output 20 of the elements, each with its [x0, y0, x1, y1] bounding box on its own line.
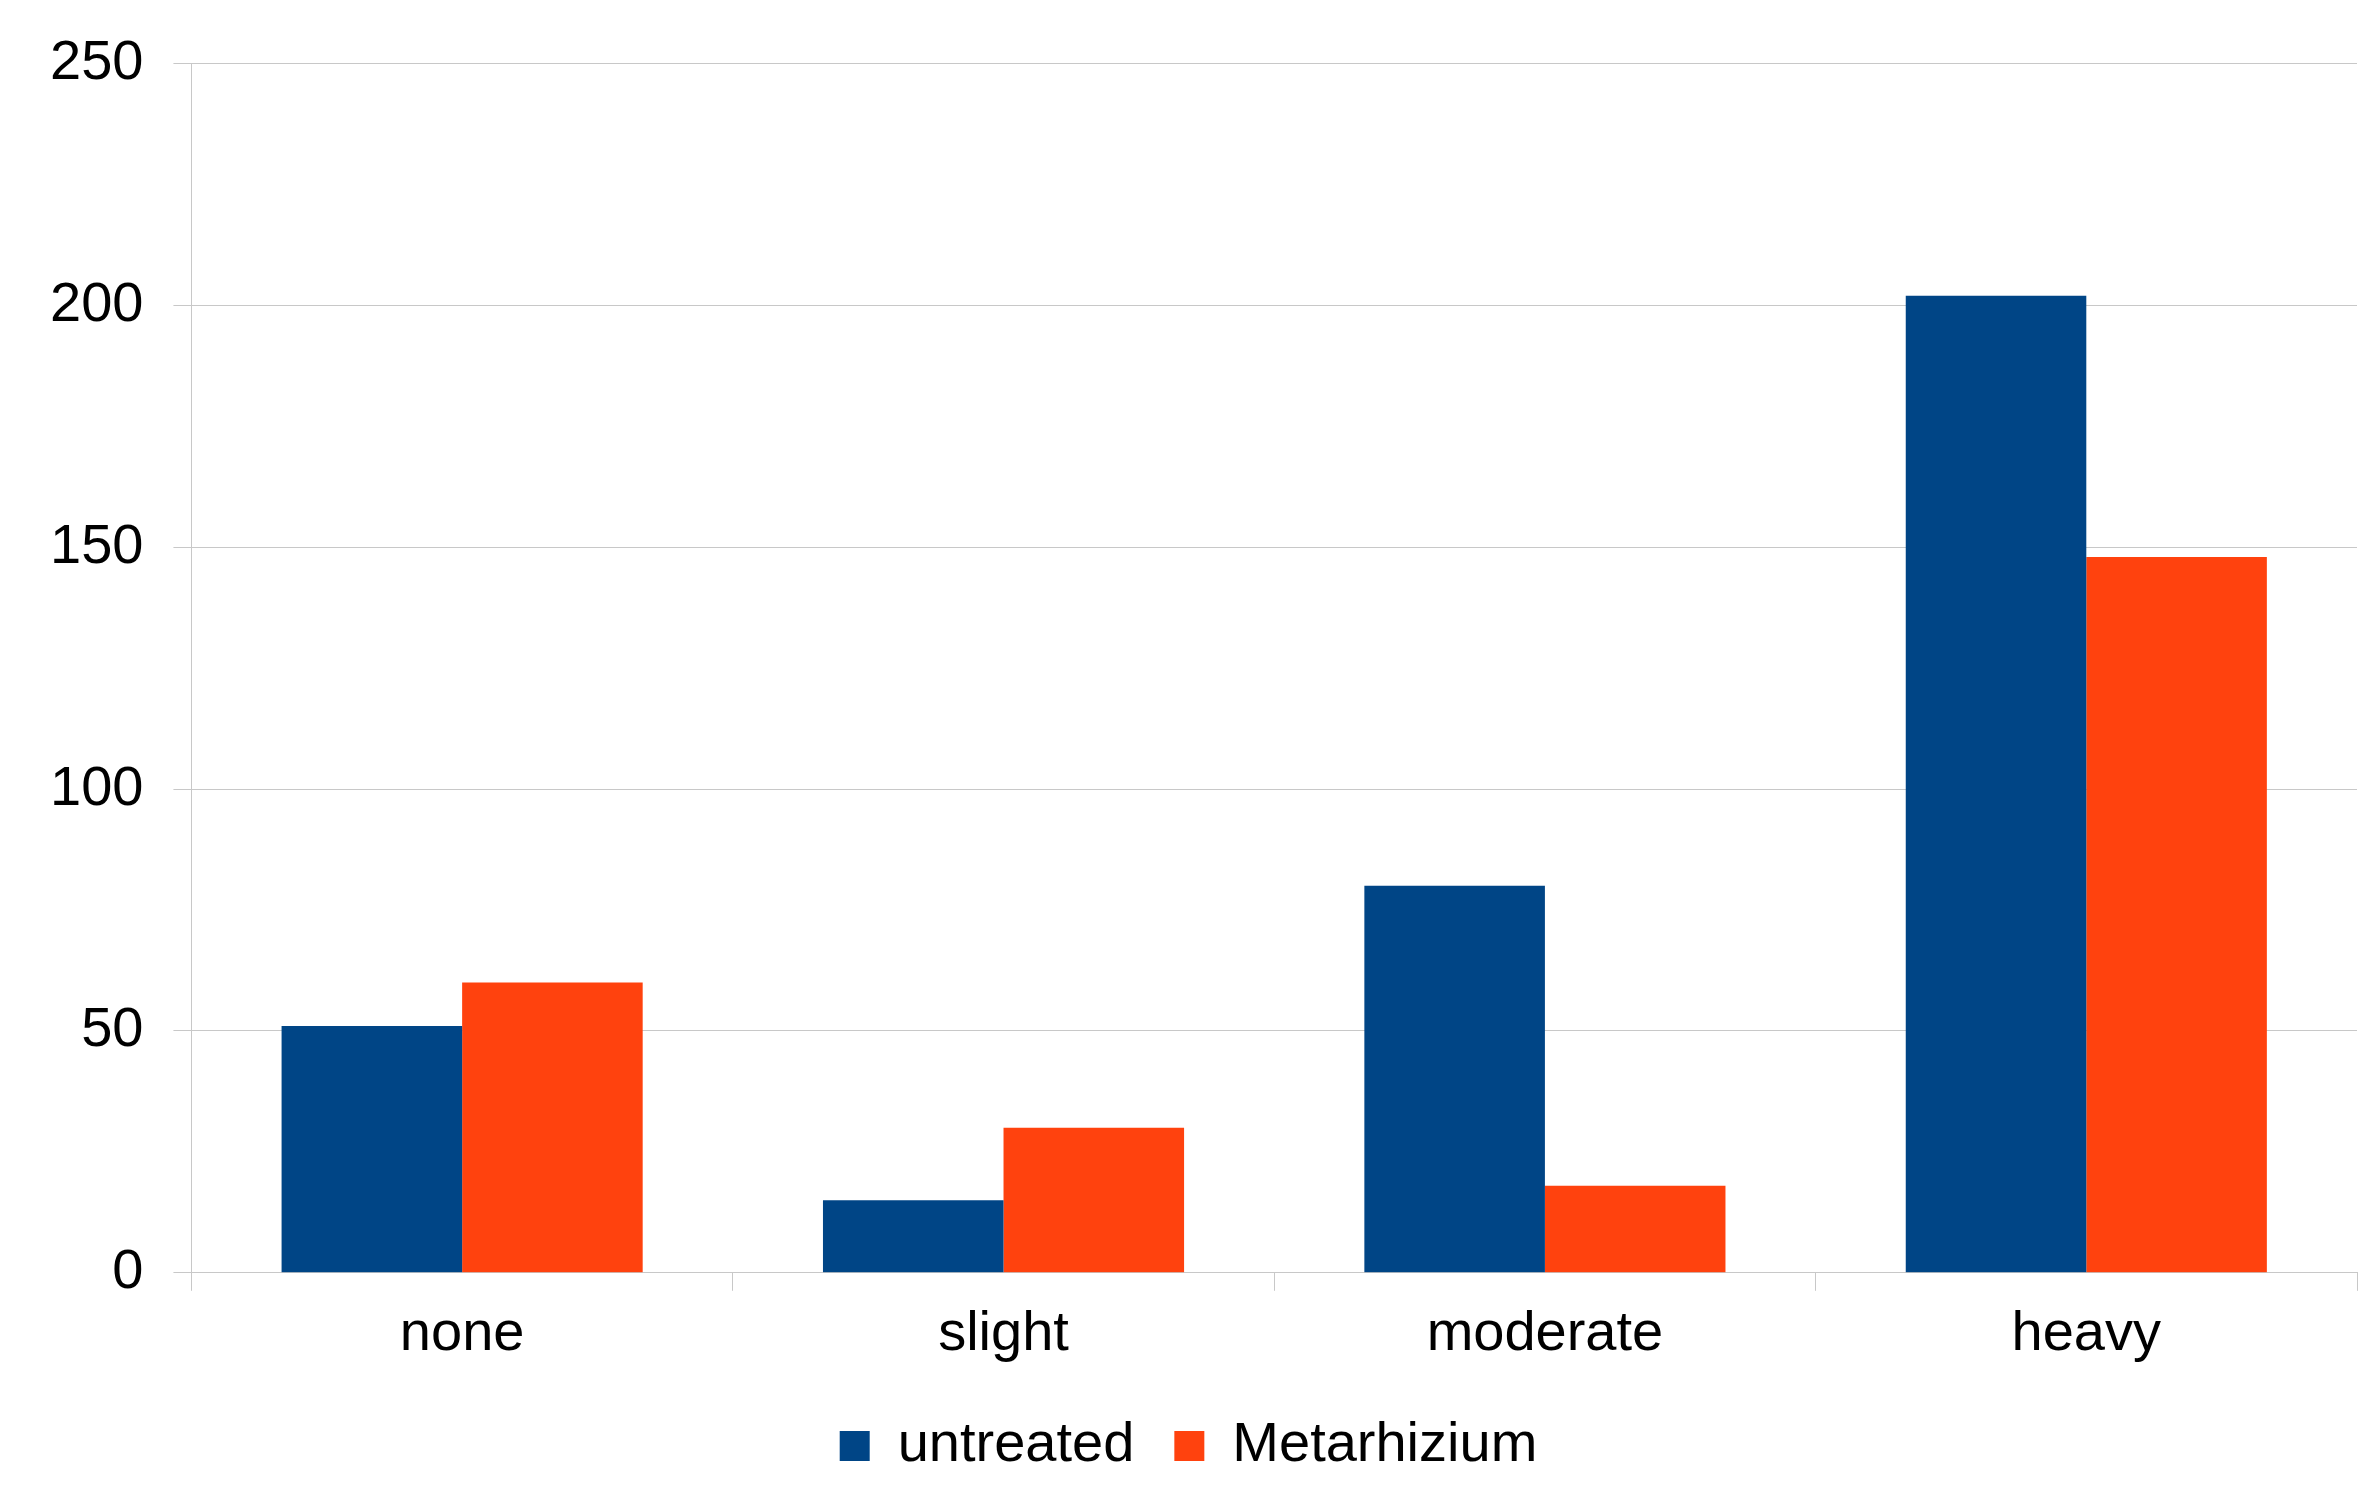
- x-tick-label: moderate: [1426, 1298, 1664, 1362]
- y-tick-label: 50: [81, 995, 144, 1059]
- x-tick-label: slight: [938, 1298, 1070, 1362]
- bar: [1905, 295, 2087, 1273]
- bar: [1003, 1127, 1185, 1273]
- bar: [1544, 1185, 1726, 1273]
- legend-label: Metarhizium: [1232, 1410, 1538, 1474]
- y-tick-label: 150: [50, 511, 144, 575]
- y-tick-label: 250: [50, 28, 144, 92]
- x-tick-label: heavy: [2011, 1298, 2162, 1362]
- bar: [462, 982, 643, 1273]
- bar: [822, 1200, 1004, 1273]
- x-tick-label: none: [399, 1298, 525, 1362]
- bar: [281, 1026, 463, 1273]
- legend-label: untreated: [897, 1410, 1135, 1474]
- y-tick-label: 0: [112, 1237, 144, 1301]
- bar: [2086, 556, 2267, 1273]
- y-tick-label: 100: [50, 753, 144, 817]
- y-tick-label: 200: [50, 269, 144, 333]
- bar: [1364, 885, 1545, 1273]
